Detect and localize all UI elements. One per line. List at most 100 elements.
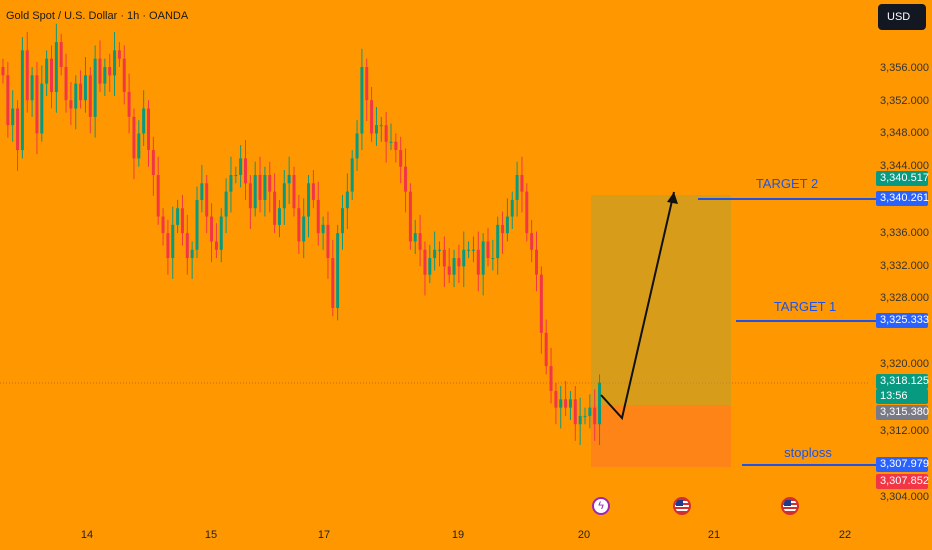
candle-body	[30, 75, 34, 101]
candle-body	[239, 158, 243, 175]
candle-body	[54, 42, 58, 92]
price-tick: 3,348.000	[880, 127, 929, 139]
target-zone[interactable]	[591, 195, 731, 405]
candle-body	[45, 58, 49, 84]
candle-body	[496, 224, 500, 259]
candle-body	[442, 249, 446, 267]
time-tick: 22	[838, 529, 852, 541]
candle-body	[224, 191, 228, 217]
candle-body	[20, 50, 24, 151]
stoploss-label[interactable]: stoploss	[784, 445, 832, 460]
price-tick: 3,320.000	[880, 358, 929, 370]
candle-body	[433, 249, 437, 259]
candle-body	[113, 50, 117, 76]
candle-body	[321, 224, 325, 234]
candle-body	[297, 208, 301, 242]
price-tick: 3,304.000	[880, 491, 929, 503]
time-tick: 19	[451, 529, 465, 541]
candle-body	[166, 233, 170, 259]
candle-body	[287, 175, 291, 184]
time-tick: 17	[317, 529, 331, 541]
candle-body	[25, 50, 29, 101]
candle-body	[195, 199, 199, 250]
price-tick: 3,352.000	[880, 95, 929, 107]
target1-label[interactable]: TARGET 1	[773, 299, 837, 314]
candle-body	[176, 208, 180, 225]
candle-body	[326, 224, 330, 259]
time-tick: 14	[80, 529, 94, 541]
candle-body	[98, 58, 102, 84]
candle-body	[16, 108, 20, 151]
us-flag-icon[interactable]	[673, 497, 691, 515]
candle-body	[535, 249, 538, 275]
candle-body	[147, 108, 150, 151]
price-tick: 3,344.000	[880, 160, 929, 172]
candle-body	[35, 75, 39, 134]
candle-body	[219, 216, 223, 250]
candle-body	[127, 91, 131, 117]
candle-body	[229, 175, 233, 192]
candle-body	[539, 274, 543, 333]
candle-body	[389, 141, 393, 143]
candle-body	[593, 407, 597, 425]
candle-body	[413, 233, 417, 242]
candle-body	[447, 266, 451, 275]
candle-body	[564, 399, 568, 408]
candle-body	[50, 58, 53, 92]
candle-body	[311, 183, 315, 200]
candle-body	[360, 67, 364, 134]
entry-badge: 3,315.380	[876, 405, 929, 420]
candle-body	[151, 150, 155, 175]
price-tick: 3,356.000	[880, 62, 929, 74]
candle-body	[583, 415, 587, 417]
candle-body	[88, 75, 92, 117]
candle-body	[190, 249, 194, 259]
candle-body	[408, 191, 412, 242]
candle-body	[74, 83, 78, 109]
candle-body	[117, 50, 121, 59]
candle-body	[302, 216, 306, 242]
candle-body	[258, 175, 262, 200]
candle-body	[331, 258, 335, 308]
candle-body	[573, 399, 577, 425]
candle-body	[6, 75, 10, 126]
candle-body	[345, 191, 349, 209]
projection-arrow[interactable]	[600, 191, 675, 421]
candle-body	[438, 249, 441, 251]
candle-body	[568, 399, 572, 408]
candle-body	[374, 125, 378, 134]
candle-body	[122, 58, 126, 92]
candle-body	[457, 258, 461, 267]
candle-body	[103, 67, 107, 84]
candle-body	[316, 199, 320, 234]
candle-body	[205, 183, 209, 217]
currency-button[interactable]: USD	[878, 4, 926, 30]
candle-body	[253, 175, 257, 209]
candle-body	[549, 366, 553, 391]
candle-body	[404, 166, 408, 192]
stop-zone[interactable]	[591, 405, 731, 467]
candle-body	[268, 175, 272, 192]
lightning-icon[interactable]: ϟ	[592, 497, 610, 515]
candle-body	[64, 67, 68, 101]
candle-body	[11, 108, 15, 126]
candle-body	[59, 42, 63, 67]
candle-body	[180, 208, 184, 234]
candle-body	[83, 75, 87, 101]
candle-body	[248, 183, 252, 209]
candle-body	[501, 224, 505, 234]
price-tick: 3,336.000	[880, 227, 929, 239]
candle-body	[471, 249, 475, 251]
candle-body	[379, 125, 383, 127]
candle-body	[384, 125, 388, 142]
candle-body	[185, 233, 189, 259]
candle-body	[69, 100, 73, 109]
target2-label[interactable]: TARGET 2	[755, 176, 819, 191]
price-tick: 3,312.000	[880, 425, 929, 437]
candle-body	[515, 175, 519, 200]
candle-body	[462, 249, 466, 267]
us-flag-icon[interactable]	[781, 497, 799, 515]
candle-body	[79, 83, 83, 101]
